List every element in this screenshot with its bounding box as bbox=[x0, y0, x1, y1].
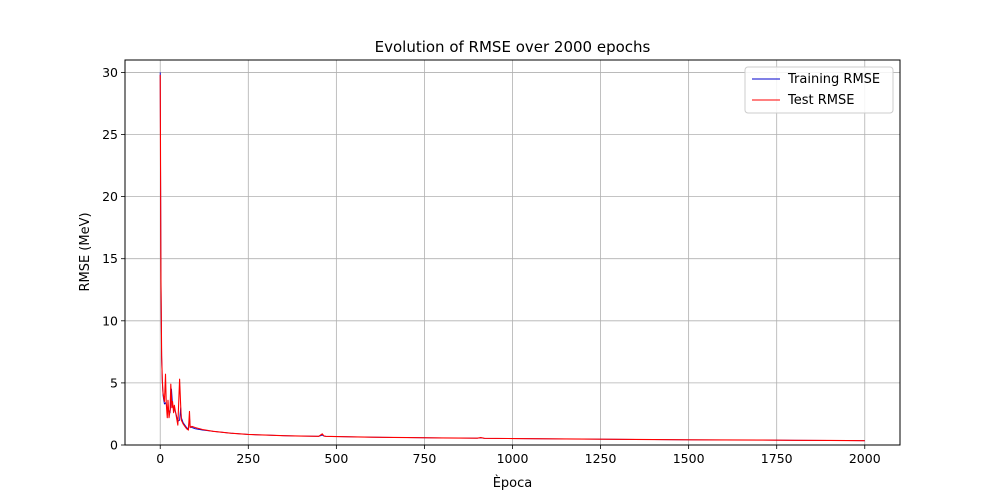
y-tick-label: 30 bbox=[102, 65, 118, 80]
legend-box bbox=[744, 66, 894, 114]
ticks: 0 250 500 750 1000 1250 1500 1750 2000 0 5 10 15 20 25… bbox=[102, 65, 881, 466]
series-layer bbox=[159, 72, 865, 442]
y-tick-label: 0 bbox=[110, 438, 118, 453]
test-rmse-line bbox=[159, 74, 865, 442]
y-axis-label: RMSE (MeV) bbox=[78, 212, 93, 291]
x-tick-label: 1000 bbox=[497, 451, 529, 466]
y-tick-label: 20 bbox=[102, 189, 118, 204]
chart-title: Evolution of RMSE over 2000 epochs bbox=[375, 38, 651, 56]
x-axis-label: Època bbox=[493, 475, 533, 491]
legend: Training RMSE Test RMSE bbox=[744, 66, 894, 114]
y-tick-label: 25 bbox=[102, 127, 118, 142]
legend-label-training: Training RMSE bbox=[787, 72, 880, 87]
x-tick-label: 2000 bbox=[849, 451, 881, 466]
x-tick-label: 1250 bbox=[585, 451, 617, 466]
y-tick-label: 5 bbox=[110, 375, 118, 390]
x-tick-label: 1750 bbox=[761, 451, 793, 466]
legend-label-test: Test RMSE bbox=[787, 93, 854, 108]
x-tick-label: 250 bbox=[236, 451, 260, 466]
x-tick-label: 500 bbox=[324, 451, 348, 466]
x-tick-label: 1500 bbox=[673, 451, 705, 466]
x-tick-label: 750 bbox=[413, 451, 437, 466]
x-tick-label: 0 bbox=[156, 451, 164, 466]
y-tick-label: 15 bbox=[102, 251, 118, 266]
y-tick-label: 10 bbox=[102, 313, 118, 328]
